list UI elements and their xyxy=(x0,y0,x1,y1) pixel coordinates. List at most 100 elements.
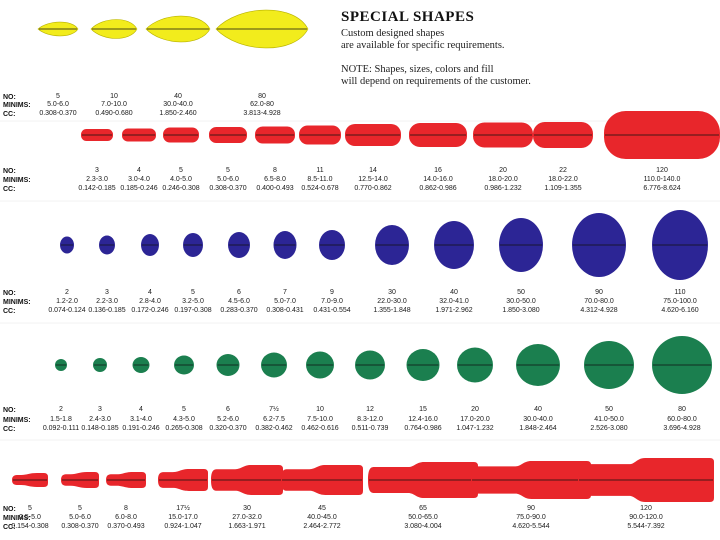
capsule-cc: 4.620-5.544 xyxy=(512,523,550,530)
note-line: will depend on requirements of the custo… xyxy=(341,76,531,87)
capsule-cc: 1.047-1.232 xyxy=(456,425,494,432)
capsule-cc: 4.620-6.160 xyxy=(661,307,699,314)
capsule-minims: 70.0-80.0 xyxy=(584,298,614,305)
oval-capsule xyxy=(99,235,115,255)
capsule-minims: 5.0-6.0 xyxy=(217,176,239,183)
capsule-minims: 22.0-30.0 xyxy=(377,298,407,305)
capsule-minims: 50.0-65.0 xyxy=(408,514,438,521)
capsule-minims: 2.2-3.0 xyxy=(96,298,118,305)
capsule-size-no: 30 xyxy=(243,505,251,512)
tube-capsule xyxy=(158,469,208,491)
row-label-no: NO: xyxy=(3,168,16,175)
capsule-cc: 0.511-0.739 xyxy=(351,425,389,432)
capsule-minims: 110.0-140.0 xyxy=(643,176,681,183)
capsule-minims: 17.0-20.0 xyxy=(460,416,490,423)
capsule-size-no: 12 xyxy=(366,406,374,413)
row-label-no: NO: xyxy=(3,506,16,513)
round-capsule xyxy=(306,351,334,379)
capsule-cc: 0.986-1.232 xyxy=(484,185,522,192)
capsule-cc: 0.283-0.370 xyxy=(220,307,258,314)
capsule-minims: 30.0-40.0 xyxy=(523,416,553,423)
capsule-minims: 41.0-50.0 xyxy=(594,416,624,423)
capsule-size-no: 3 xyxy=(105,289,109,296)
capsule-minims: 15.0-17.0 xyxy=(168,514,198,521)
capsule-cc: 0.462-0.616 xyxy=(301,425,339,432)
tube-capsule xyxy=(471,461,591,499)
capsule-minims: 62.0-80 xyxy=(250,101,274,108)
round-capsule xyxy=(216,354,240,376)
oblong-capsule xyxy=(163,127,199,143)
capsule-size-no: 5 xyxy=(56,93,60,100)
capsule-size-no: 4 xyxy=(139,406,143,413)
row-label-cc: CC: xyxy=(3,111,16,118)
teardrop-capsule xyxy=(145,15,211,43)
capsule-cc: 3.696-4.928 xyxy=(663,425,701,432)
capsule-size-no: 30 xyxy=(388,289,396,296)
capsule-minims: 7.5-10.0 xyxy=(307,416,333,423)
capsule-cc: 0.320-0.370 xyxy=(209,425,247,432)
capsule-minims: 12.5-14.0 xyxy=(358,176,388,183)
round-capsule xyxy=(457,347,493,383)
tube-capsule xyxy=(281,465,363,495)
tube-capsule xyxy=(578,458,714,502)
capsule-cc: 1.355-1.848 xyxy=(373,307,411,314)
round-capsule xyxy=(584,341,634,389)
oblong-capsule xyxy=(533,122,593,148)
oval-capsule xyxy=(273,231,297,259)
oblong-capsule xyxy=(299,125,341,145)
capsule-cc: 0.400-0.493 xyxy=(256,185,294,192)
capsule-cc: 2.526-3.080 xyxy=(590,425,628,432)
oval-capsule xyxy=(375,225,409,265)
capsule-minims: 7.0-9.0 xyxy=(321,298,343,305)
capsule-cc: 0.862-0.986 xyxy=(419,185,457,192)
capsule-cc: 4.312-4.928 xyxy=(580,307,618,314)
capsule-size-no: 16 xyxy=(434,167,442,174)
capsule-size-no: 7½ xyxy=(269,406,279,413)
oblong-capsule xyxy=(473,122,533,148)
capsule-cc: 0.246-0.308 xyxy=(162,185,200,192)
oval-capsule xyxy=(141,234,159,256)
capsule-minims: 27.0-32.0 xyxy=(232,514,262,521)
capsule-cc: 1.850-2.460 xyxy=(159,110,197,117)
capsule-minims: 18.0-20.0 xyxy=(488,176,518,183)
oval-capsule xyxy=(183,233,203,257)
capsule-cc: 0.308-0.370 xyxy=(39,110,77,117)
capsule-cc: 0.308-0.431 xyxy=(266,307,304,314)
oblong-capsule xyxy=(81,129,113,141)
row-label-minims: MINIMS: xyxy=(3,102,31,109)
capsule-cc: 0.431-0.554 xyxy=(313,307,351,314)
capsule-cc: 0.764-0.986 xyxy=(404,425,442,432)
capsule-size-no: 50 xyxy=(605,406,613,413)
capsule-minims: 12.4-16.0 xyxy=(408,416,438,423)
row-label-minims: MINIMS: xyxy=(3,299,31,306)
capsule-size-no: 4 xyxy=(148,289,152,296)
tube-capsule xyxy=(211,465,283,495)
oval-capsule xyxy=(228,232,250,258)
capsule-size-no: 4 xyxy=(137,167,141,174)
capsule-size-no: 10 xyxy=(110,93,118,100)
capsule-size-no: 90 xyxy=(527,505,535,512)
oval-capsule xyxy=(60,236,74,254)
capsule-cc: 0.172-0.246 xyxy=(131,307,169,314)
note-line: are available for specific requirements. xyxy=(341,40,505,51)
capsule-minims: 5.2-6.0 xyxy=(217,416,239,423)
capsule-cc: 0.142-0.185 xyxy=(78,185,116,192)
capsule-cc: 0.191-0.246 xyxy=(122,425,160,432)
row-label-no: NO: xyxy=(3,407,16,414)
capsule-minims: 2.3-3.0 xyxy=(86,176,108,183)
row-label-minims: MINIMS: xyxy=(3,515,31,522)
capsule-cc: 0.382-0.462 xyxy=(255,425,293,432)
teardrop-capsule xyxy=(90,19,138,39)
capsule-minims: 8.3-12.0 xyxy=(357,416,383,423)
capsule-cc: 0.524-0.678 xyxy=(301,185,339,192)
row-label-minims: MINIMS: xyxy=(3,177,31,184)
oblong-capsule xyxy=(345,124,401,146)
oval-capsule xyxy=(652,210,708,280)
capsule-minims: 6.2-7.5 xyxy=(263,416,285,423)
note-title: SPECIAL SHAPES xyxy=(341,9,475,25)
capsule-size-no: 80 xyxy=(258,93,266,100)
capsule-cc: 0.308-0.370 xyxy=(209,185,247,192)
capsule-size-no: 120 xyxy=(656,167,668,174)
oval-capsule xyxy=(572,213,626,277)
